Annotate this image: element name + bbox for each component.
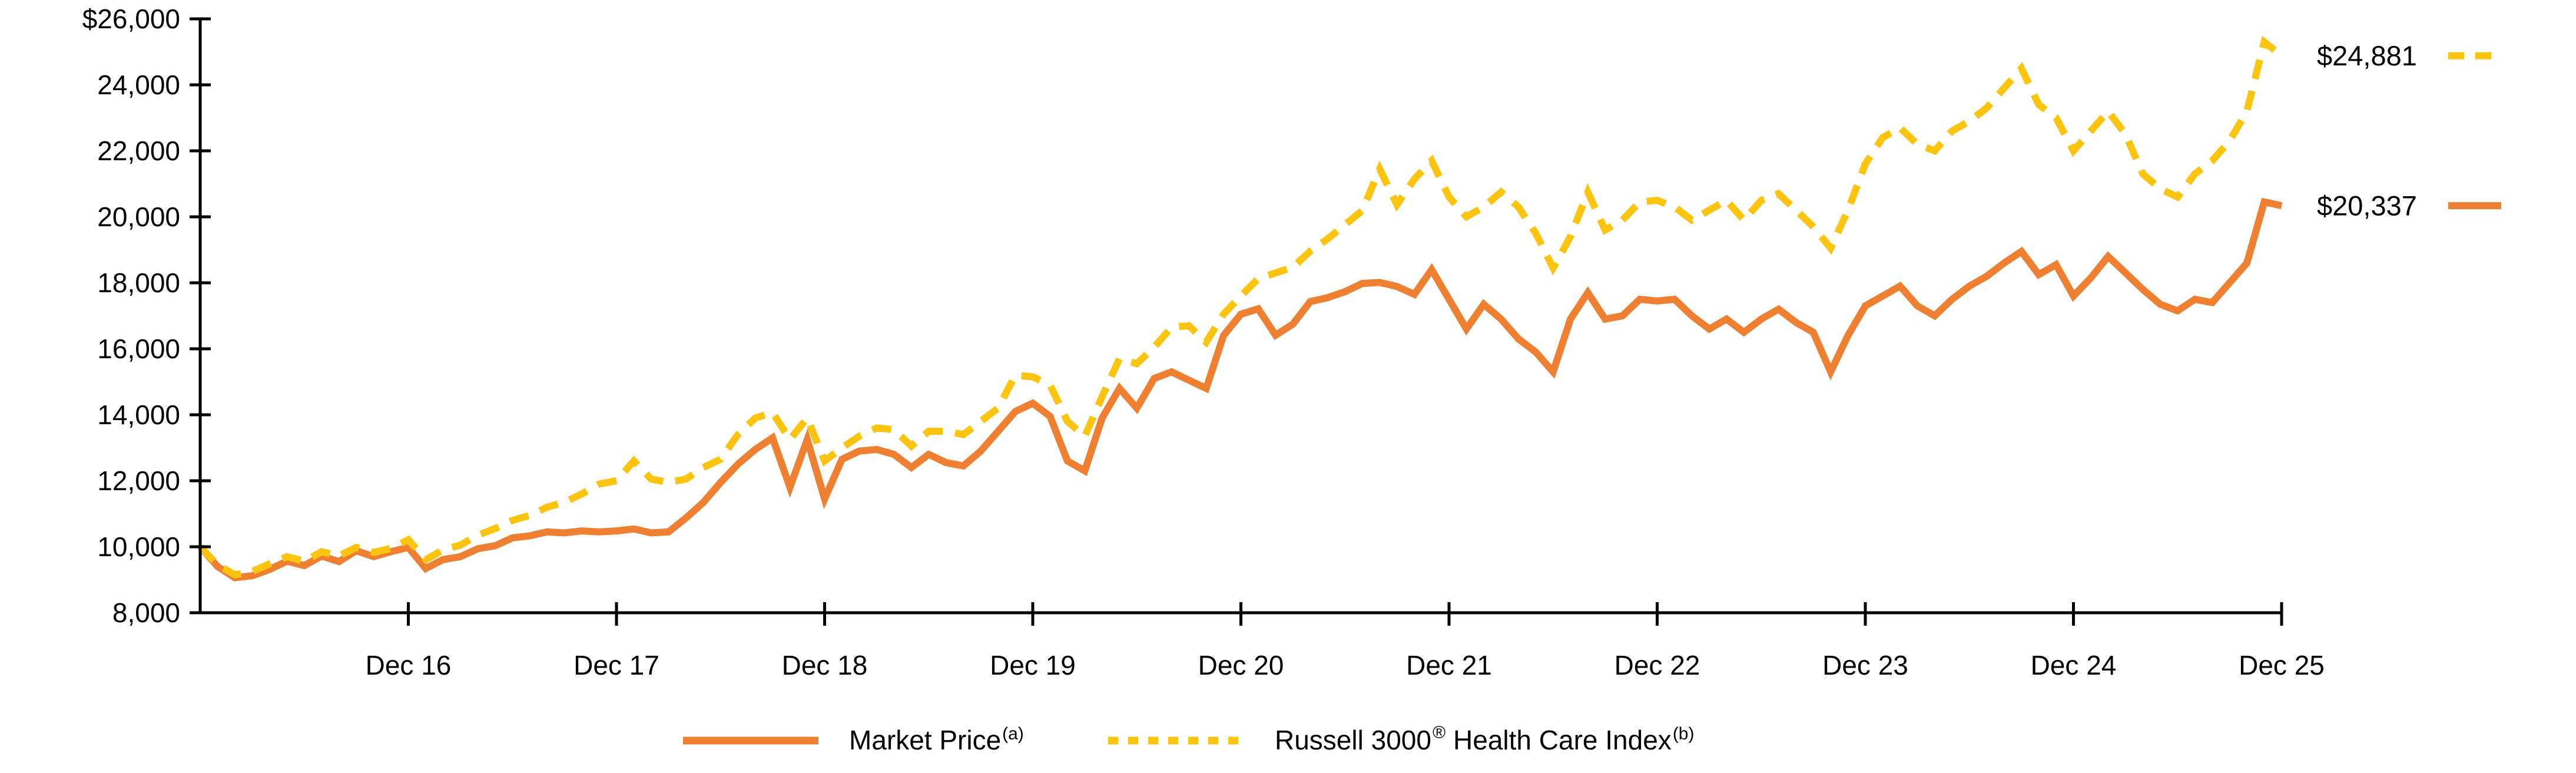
market-price-legend-label: Market Price(a) xyxy=(849,724,1024,755)
registered-trademark-symbol: ® xyxy=(1433,723,1446,742)
series-layer xyxy=(197,35,2284,582)
x-tick-label: Dec 16 xyxy=(366,650,452,680)
x-tick-label: Dec 18 xyxy=(782,650,868,680)
y-tick-label: 10,000 xyxy=(97,531,180,562)
legend: Market Price(a) Russell 3000® Health Care… xyxy=(683,723,1694,755)
market-price-line xyxy=(197,197,2283,582)
x-tick-label: Dec 20 xyxy=(1198,650,1284,680)
x-tick-label: Dec 19 xyxy=(990,650,1076,680)
x-tick-label: Dec 17 xyxy=(573,650,659,680)
market-price-end-value-label: $20,337 xyxy=(2317,190,2417,222)
y-tick-label: 8,000 xyxy=(112,597,180,628)
x-tick-label: Dec 24 xyxy=(2031,650,2117,680)
y-tick-label: 14,000 xyxy=(97,399,180,430)
index-footnote-marker: (b) xyxy=(1673,724,1695,744)
index-legend-label: Russell 3000® Health Care Index(b) xyxy=(1275,723,1694,755)
y-tick-label: 22,000 xyxy=(97,136,180,166)
index-legend-text-1: Russell 3000 xyxy=(1275,725,1431,755)
market-price-legend-text: Market Price xyxy=(849,725,1001,755)
market-price-footnote-marker: (a) xyxy=(1002,724,1024,744)
y-tick-label: 20,000 xyxy=(97,201,180,232)
axes-layer: $26,000 24,000 22,000 20,000 18,000 16,000 14,… xyxy=(82,4,2325,680)
x-tick-label: Dec 22 xyxy=(1614,650,1700,680)
y-tick-label: 16,000 xyxy=(97,333,180,364)
y-tick-label: 24,000 xyxy=(97,70,180,100)
index-line xyxy=(197,35,2284,579)
y-tick-label: $26,000 xyxy=(82,4,180,34)
x-tick-label: Dec 25 xyxy=(2239,650,2325,680)
index-legend-text-2: Health Care Index xyxy=(1453,725,1672,755)
x-tick-label: Dec 23 xyxy=(1822,650,1908,680)
x-tick-label: Dec 21 xyxy=(1406,650,1492,680)
index-end-value-label: $24,881 xyxy=(2317,40,2417,71)
y-tick-label: 12,000 xyxy=(97,465,180,496)
y-tick-label: 18,000 xyxy=(97,267,180,298)
